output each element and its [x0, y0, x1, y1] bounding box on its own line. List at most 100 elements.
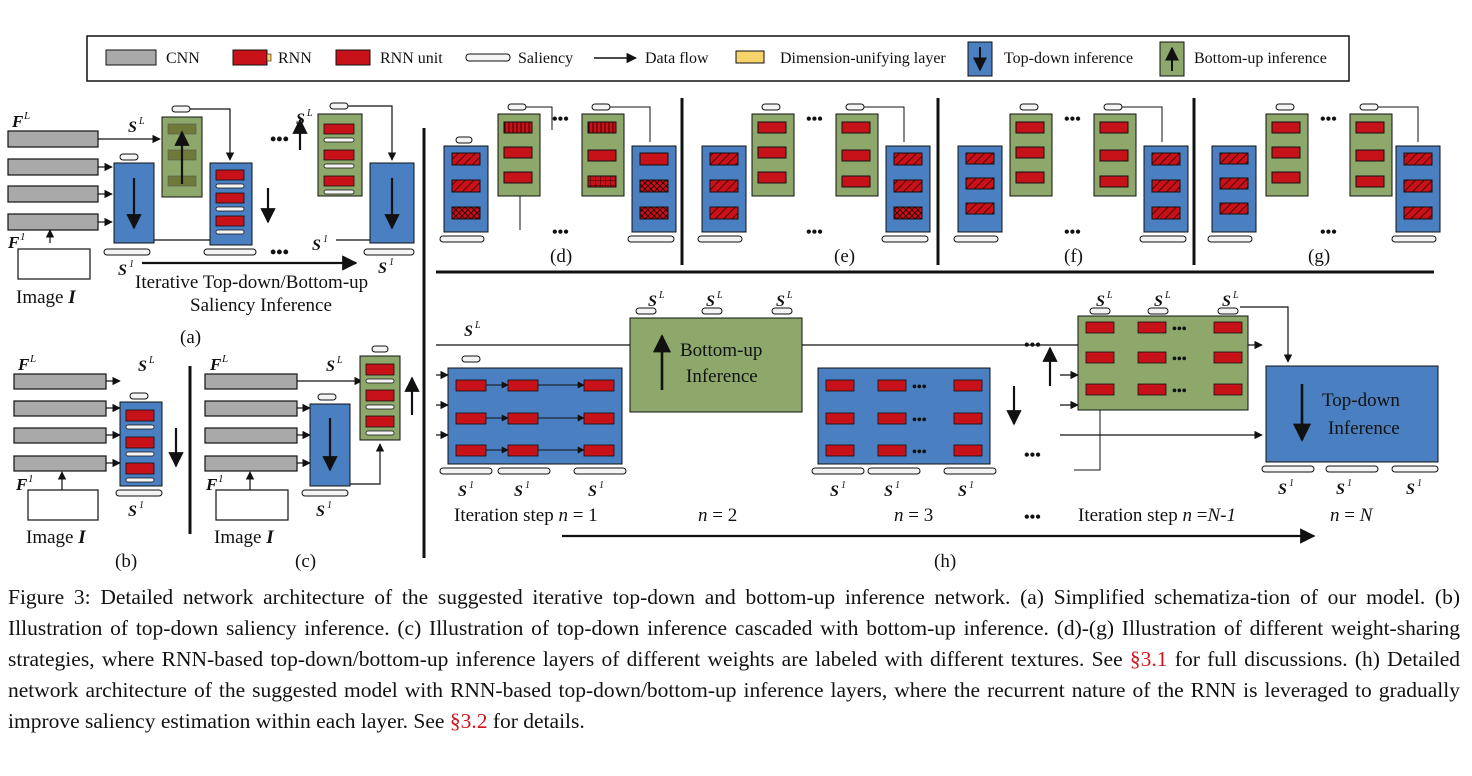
svg-text:S: S — [588, 483, 597, 500]
section-ref-3-2[interactable]: §3.2 — [449, 709, 488, 733]
svg-text:•••: ••• — [1024, 509, 1041, 526]
input-image-box — [17, 248, 91, 280]
svg-text:RNN: RNN — [278, 50, 312, 67]
svg-text:F: F — [17, 355, 30, 374]
svg-text:1: 1 — [389, 257, 394, 268]
panel-c: F L F 1 Image I S L S 1 (c) — [204, 345, 420, 572]
svg-text:F: F — [209, 355, 222, 374]
svg-text:RNN unit: RNN unit — [380, 50, 443, 67]
svg-text:S: S — [118, 262, 127, 279]
svg-text:S: S — [884, 483, 893, 500]
svg-text:1: 1 — [323, 234, 328, 245]
svg-text:(h): (h) — [934, 551, 956, 572]
svg-text:(f): (f) — [1064, 246, 1083, 267]
svg-text:L: L — [786, 290, 793, 301]
svg-text:L: L — [336, 355, 343, 366]
saliency-map — [119, 153, 139, 161]
svg-text:1: 1 — [1289, 478, 1294, 489]
figure-caption: Figure 3: Detailed network architecture … — [8, 582, 1460, 737]
svg-text:L: L — [1164, 290, 1171, 301]
svg-text:S: S — [1154, 293, 1163, 310]
svg-text:Top-down: Top-down — [1322, 390, 1400, 411]
svg-text:Iterative Top-down/Bottom-up: Iterative Top-down/Bottom-up — [135, 272, 368, 293]
svg-text:S: S — [138, 358, 147, 375]
svg-text:(a): (a) — [180, 327, 201, 348]
svg-text:L: L — [148, 355, 155, 366]
svg-text:F: F — [15, 475, 28, 494]
section-ref-3-1[interactable]: §3.1 — [1129, 647, 1168, 671]
svg-text:Inference: Inference — [1328, 418, 1400, 439]
svg-text:S: S — [128, 503, 137, 520]
svg-text:S: S — [514, 483, 523, 500]
caption-text-3: for details. — [487, 709, 585, 733]
svg-text:S: S — [464, 323, 473, 340]
topdown-layer-nN — [1265, 365, 1439, 463]
svg-text:n = N: n = N — [1330, 505, 1374, 526]
saliency-map — [103, 248, 151, 256]
svg-text:1: 1 — [129, 259, 134, 270]
svg-text:•••: ••• — [270, 242, 289, 262]
svg-text:1: 1 — [1417, 478, 1422, 489]
svg-text:•••: ••• — [1320, 111, 1337, 128]
svg-text:Saliency: Saliency — [518, 50, 573, 67]
caption-text-2: for full discussions. (h) Detailed netwo… — [8, 647, 1460, 733]
svg-text:S: S — [648, 293, 657, 310]
svg-text:Image I: Image I — [26, 527, 86, 548]
svg-text:(b): (b) — [115, 551, 137, 572]
svg-text:S: S — [1222, 293, 1231, 310]
svg-text:(e): (e) — [834, 246, 855, 267]
svg-text:•••: ••• — [1064, 111, 1081, 128]
svg-text:•••: ••• — [552, 111, 569, 128]
svg-text:Iteration step n = 1: Iteration step n = 1 — [454, 505, 598, 526]
svg-text:Image I: Image I — [214, 527, 274, 548]
svg-text:L: L — [1106, 290, 1113, 301]
legend-bottomup: Bottom-up inference — [1159, 41, 1327, 77]
svg-text:Bottom-up inference: Bottom-up inference — [1194, 50, 1327, 67]
svg-text:F: F — [11, 112, 24, 131]
svg-text:S: S — [706, 293, 715, 310]
svg-text:(g): (g) — [1308, 246, 1330, 267]
svg-text:L: L — [29, 353, 36, 365]
svg-text:Data flow: Data flow — [645, 50, 709, 67]
svg-text:•••: ••• — [912, 413, 927, 428]
svg-text:S: S — [1096, 293, 1105, 310]
svg-text:Dimension-unifying layer: Dimension-unifying layer — [780, 50, 946, 67]
svg-text:S: S — [1406, 481, 1415, 498]
svg-text:S: S — [316, 503, 325, 520]
svg-text:S: S — [1278, 481, 1287, 498]
svg-text:(d): (d) — [550, 246, 572, 267]
svg-text:L: L — [221, 353, 228, 365]
svg-text:n = 2: n = 2 — [698, 505, 737, 526]
svg-text:F: F — [7, 233, 20, 252]
svg-text:•••: ••• — [270, 129, 289, 149]
svg-text:Saliency Inference: Saliency Inference — [190, 295, 332, 316]
saliency-map — [363, 248, 415, 256]
svg-text:L: L — [23, 110, 30, 122]
svg-text:L: L — [138, 116, 145, 127]
svg-text:n = 3: n = 3 — [894, 505, 933, 526]
svg-text:L: L — [716, 290, 723, 301]
svg-text:•••: ••• — [806, 111, 823, 128]
svg-text:1: 1 — [525, 480, 530, 491]
svg-text:•••: ••• — [1172, 322, 1187, 337]
svg-text:•••: ••• — [1064, 224, 1081, 241]
svg-text:1: 1 — [469, 480, 474, 491]
svg-text:S: S — [128, 119, 137, 136]
svg-text:•••: ••• — [912, 445, 927, 460]
svg-text:1: 1 — [1347, 478, 1352, 489]
architecture-figure: CNN RNN RNN unit Saliency Data flow Dime… — [7, 35, 1441, 572]
svg-text:S: S — [378, 260, 387, 277]
panel-e: ••• ••• (e) — [697, 103, 931, 267]
svg-text:S: S — [958, 483, 967, 500]
saliency-map — [203, 248, 257, 256]
saliency-map — [171, 105, 191, 113]
legend-saliency: Saliency — [465, 50, 573, 67]
caption-text-1: Figure 3: Detailed network architecture … — [8, 585, 1460, 671]
legend-dim-layer: Dimension-unifying layer — [735, 50, 946, 67]
svg-text:•••: ••• — [1024, 337, 1041, 354]
svg-text:L: L — [474, 320, 481, 331]
panel-d: ••• ••• (d) — [439, 103, 677, 267]
panel-b: F L F 1 Image I S L S 1 (b) — [13, 353, 184, 572]
svg-text:S: S — [296, 111, 305, 128]
